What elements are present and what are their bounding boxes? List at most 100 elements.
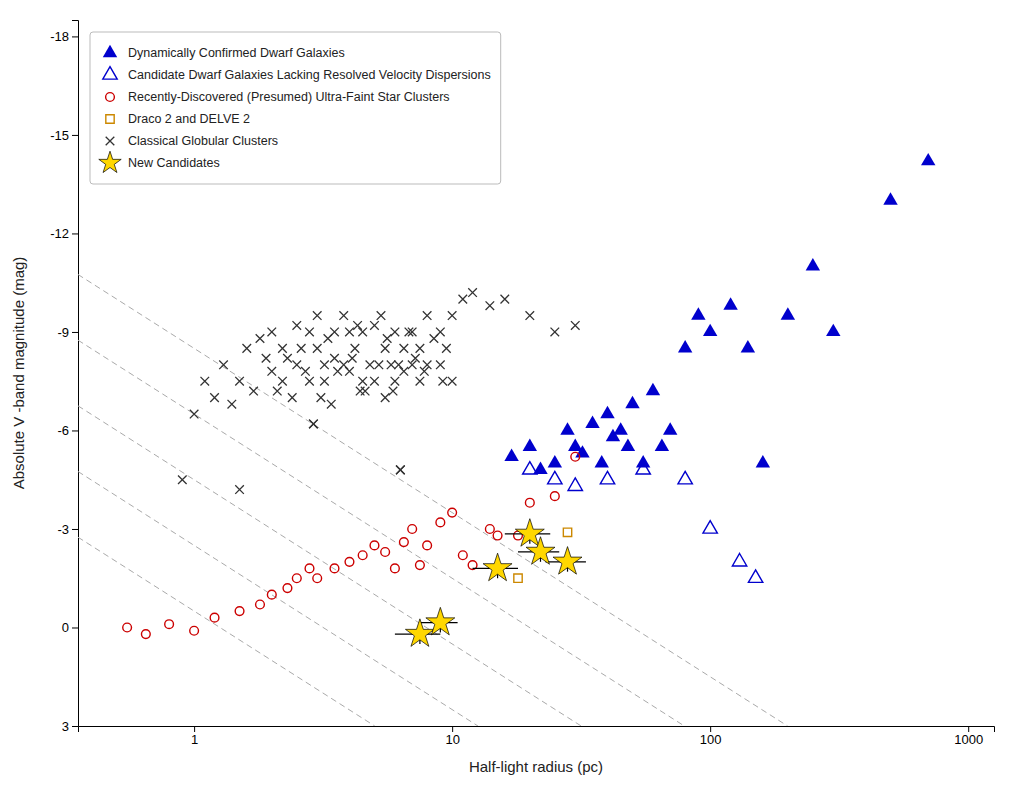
legend-item: Classical Globular Clusters — [106, 134, 278, 148]
point — [278, 377, 287, 386]
point — [301, 367, 310, 376]
x-tick-mark — [968, 726, 969, 732]
point — [396, 466, 405, 475]
x-axis-title: Half-light radius (pc) — [469, 758, 603, 775]
series — [514, 528, 572, 582]
point — [448, 508, 457, 517]
point — [411, 354, 420, 363]
point — [267, 590, 276, 599]
legend-item: Dynamically Confirmed Dwarf Galaxies — [103, 45, 345, 61]
point — [394, 360, 403, 369]
surface-brightness-line — [78, 274, 788, 726]
point — [389, 387, 398, 396]
y-tick-mark — [72, 36, 78, 37]
point — [921, 153, 935, 165]
point — [396, 466, 405, 475]
point — [438, 377, 447, 386]
point — [358, 551, 367, 560]
x-tick-mark — [710, 726, 711, 732]
point — [381, 393, 390, 402]
point — [756, 455, 770, 467]
point — [283, 354, 292, 363]
legend-item: Draco 2 and DELVE 2 — [106, 112, 250, 126]
legend-item: Candidate Dwarf Galaxies Lacking Resolve… — [103, 67, 491, 83]
point — [400, 344, 409, 353]
point — [313, 574, 322, 583]
point — [339, 311, 348, 320]
point — [655, 439, 669, 451]
error-bars — [395, 524, 586, 644]
point — [525, 498, 534, 507]
point — [426, 607, 455, 635]
legend-symbol — [99, 151, 121, 172]
point — [309, 420, 318, 429]
surface-brightness-line — [78, 537, 375, 726]
point — [493, 531, 502, 540]
point — [600, 471, 614, 483]
point — [691, 307, 705, 319]
legend-label: Candidate Dwarf Galaxies Lacking Resolve… — [128, 68, 491, 82]
legend-symbol — [106, 137, 115, 146]
point — [526, 311, 535, 320]
y-axis-line — [72, 21, 79, 727]
x-tick: 1 — [191, 726, 198, 747]
y-axis: 30-3-6-9-12-15-18 — [50, 21, 78, 734]
point — [550, 492, 559, 501]
point — [483, 553, 512, 581]
plot: 110100100030-3-6-9-12-15-18Half-light ra… — [10, 21, 995, 776]
point — [123, 623, 132, 632]
point — [292, 321, 301, 330]
point — [436, 518, 445, 527]
point — [781, 307, 795, 319]
point — [278, 344, 287, 353]
point — [486, 301, 495, 310]
legend-item: New Candidates — [99, 151, 220, 172]
point — [468, 288, 477, 297]
y-tick: -9 — [57, 325, 78, 340]
point — [560, 422, 574, 434]
point — [595, 455, 609, 467]
point — [262, 354, 271, 363]
point — [383, 334, 392, 343]
point — [526, 537, 555, 565]
point — [748, 570, 762, 582]
point — [370, 321, 379, 330]
series — [523, 462, 763, 583]
series — [178, 288, 580, 494]
point — [190, 626, 199, 635]
point — [178, 475, 187, 484]
y-tick-mark — [72, 627, 78, 628]
point — [504, 448, 518, 460]
point — [317, 393, 326, 402]
point — [548, 471, 562, 483]
point — [141, 630, 150, 639]
point — [553, 547, 582, 575]
surface-brightness-line — [78, 406, 581, 726]
point — [345, 557, 354, 566]
y-tick: -18 — [50, 29, 78, 44]
point — [448, 377, 457, 386]
point — [548, 455, 562, 467]
point — [330, 564, 339, 573]
point — [883, 192, 897, 204]
point — [436, 360, 445, 369]
point — [267, 367, 276, 376]
point — [292, 360, 301, 369]
point — [636, 462, 650, 474]
point — [741, 340, 755, 352]
legend-box — [90, 32, 501, 184]
point — [190, 410, 199, 419]
point — [732, 553, 746, 565]
y-tick: -15 — [50, 128, 78, 143]
point — [345, 367, 354, 376]
point — [235, 607, 244, 616]
legend-item: Recently-Discovered (Presumed) Ultra-Fai… — [106, 90, 450, 104]
legend-label: Classical Globular Clusters — [128, 134, 278, 148]
point — [381, 548, 390, 557]
point — [806, 258, 820, 270]
x-axis: 1101001000 — [79, 726, 995, 747]
point — [646, 383, 660, 395]
point — [613, 422, 627, 434]
point — [210, 613, 219, 622]
y-tick: -12 — [50, 226, 78, 241]
